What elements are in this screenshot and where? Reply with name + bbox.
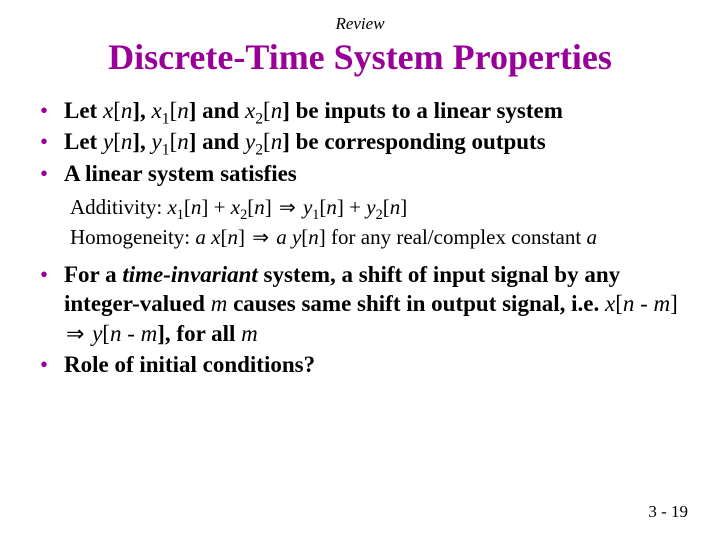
implies-icon: ⇒ <box>250 225 271 251</box>
implies-icon: ⇒ <box>277 195 298 221</box>
implies-icon: ⇒ <box>64 320 86 348</box>
bullet-list: Let x[n], x1[n] and x2[n] be inputs to a… <box>36 96 690 188</box>
homogeneity-row: Homogeneity: a x[n] ⇒ a y[n] for any rea… <box>70 224 690 252</box>
header-label: Review <box>30 14 690 34</box>
bullet-5: Role of initial conditions? <box>36 350 690 379</box>
page-number: 3 - 19 <box>648 502 688 522</box>
bullet-2: Let y[n], y1[n] and y2[n] be correspondi… <box>36 127 690 156</box>
bullet-1: Let x[n], x1[n] and x2[n] be inputs to a… <box>36 96 690 125</box>
slide-title: Discrete-Time System Properties <box>30 36 690 78</box>
slide-root: Review Discrete-Time System Properties L… <box>0 0 720 540</box>
additivity-row: Additivity: x1[n] + x2[n] ⇒ y1[n] + y2[n… <box>70 194 690 222</box>
bullet-list-2: For a time-invariant system, a shift of … <box>36 260 690 380</box>
bullet-4: For a time-invariant system, a shift of … <box>36 260 690 348</box>
sub-bullets: Additivity: x1[n] + x2[n] ⇒ y1[n] + y2[n… <box>70 194 690 251</box>
bullet-3: A linear system satisfies <box>36 159 690 188</box>
